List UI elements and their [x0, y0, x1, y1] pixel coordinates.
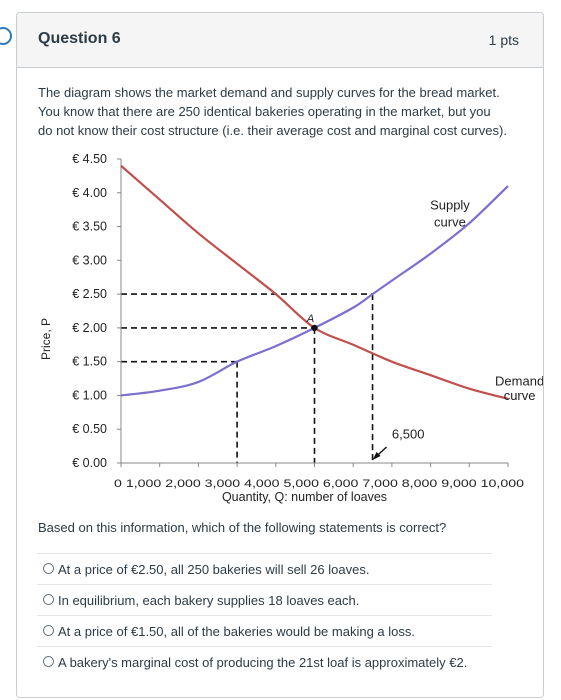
- answer-label: In equilibrium, each bakery supplies 18 …: [58, 593, 360, 608]
- x-tick-labels: 0 1,000 2,000 3,000 4,000 5,000 6,000 7,…: [114, 478, 524, 490]
- answer-label: A bakery's marginal cost of producing th…: [58, 655, 468, 670]
- y-tick-label: € 4.50: [72, 152, 107, 166]
- question-points: 1 pts: [488, 32, 519, 48]
- answer-list: At a price of €2.50, all 250 bakeries wi…: [37, 553, 492, 677]
- question-title: Question 6: [38, 30, 121, 47]
- radio-button[interactable]: [43, 656, 54, 667]
- y-tick-label: € 0.00: [72, 456, 107, 470]
- y-tick-label: € 2.00: [72, 321, 107, 335]
- answer-option-3[interactable]: At a price of €1.50, all of the bakeries…: [37, 615, 492, 646]
- quantity-callout-label: 6,500: [392, 427, 425, 442]
- answer-option-2[interactable]: In equilibrium, each bakery supplies 18 …: [37, 584, 492, 615]
- supply-demand-chart: € 0.00 € 0.50 € 1.00 € 1.50 € 2.00 € 2.50 € 3.…: [39, 152, 543, 504]
- radio-button[interactable]: [43, 625, 54, 636]
- demand-label: Demand: [495, 373, 543, 388]
- y-axis-label: Price, P: [39, 318, 53, 360]
- y-tick-label: € 2.50: [72, 287, 107, 301]
- answer-label: At a price of €1.50, all of the bakeries…: [58, 624, 415, 639]
- x-axis-label: Quantity, Q: number of loaves: [222, 490, 387, 504]
- demand-label-2: curve: [504, 388, 536, 403]
- callout-arrow-head: [372, 452, 381, 460]
- supply-label: Supply: [430, 198, 470, 213]
- answer-option-4[interactable]: A bakery's marginal cost of producing th…: [37, 646, 492, 677]
- y-tick-label: € 0.50: [72, 422, 107, 436]
- y-tick-label: € 3.50: [72, 220, 107, 234]
- question-header: Question 6 1 pts: [17, 13, 543, 68]
- question-prompt: Based on this information, which of the …: [38, 520, 447, 535]
- focus-ring-marker: [0, 27, 12, 45]
- y-tick-label: € 1.00: [72, 388, 107, 402]
- question-text: The diagram shows the market demand and …: [38, 85, 507, 138]
- question-card: Question 6 1 pts The diagram shows the m…: [16, 12, 544, 698]
- supply-label-2: curve: [434, 215, 466, 230]
- y-tick-label: € 4.00: [72, 186, 107, 200]
- y-tick-label: € 3.00: [72, 253, 107, 267]
- supply-curve: [120, 185, 509, 397]
- radio-button[interactable]: [43, 594, 54, 605]
- equilibrium-point: [311, 324, 318, 332]
- point-a-label: A: [306, 313, 314, 325]
- answer-label: At a price of €2.50, all 250 bakeries wi…: [58, 562, 370, 577]
- y-tick-label: € 1.50: [72, 355, 107, 369]
- answer-option-1[interactable]: At a price of €2.50, all 250 bakeries wi…: [37, 553, 492, 584]
- radio-button[interactable]: [43, 563, 54, 574]
